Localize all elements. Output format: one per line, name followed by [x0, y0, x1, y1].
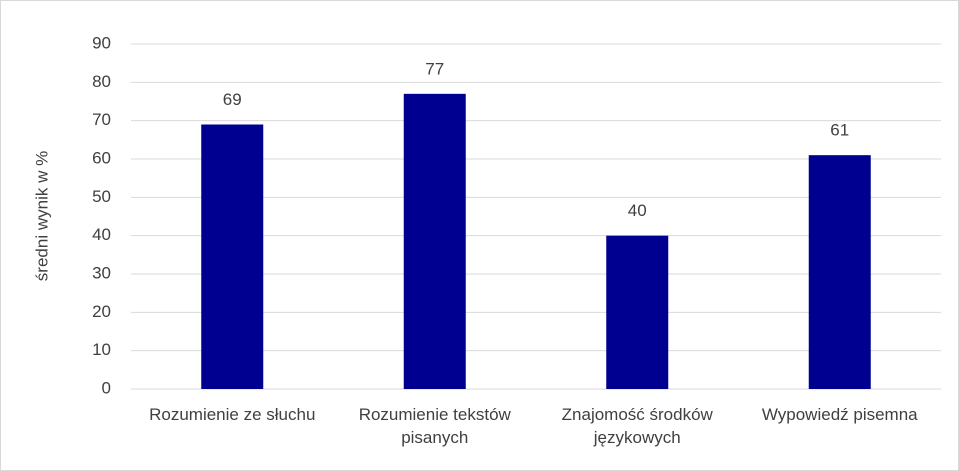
data-label: 40 — [628, 201, 647, 220]
x-tick-label: Rozumienie ze słuchu — [149, 405, 316, 424]
y-tick-label: 60 — [92, 148, 111, 167]
y-tick-label: 10 — [92, 340, 111, 359]
bar — [201, 124, 264, 389]
bar — [606, 235, 669, 389]
y-tick-label: 50 — [92, 187, 111, 206]
y-tick-label: 40 — [92, 225, 111, 244]
x-tick-label: Wypowiedź pisemna — [761, 405, 918, 424]
y-tick-label: 80 — [92, 72, 111, 91]
y-tick-label: 0 — [102, 378, 111, 397]
x-tick-label: Znajomość środków językowych — [561, 405, 713, 447]
data-label: 69 — [223, 90, 242, 109]
y-axis-title: średni wynik w % — [32, 151, 51, 281]
y-tick-label: 90 — [92, 33, 111, 52]
y-tick-label: 70 — [92, 110, 111, 129]
data-label: 61 — [830, 121, 849, 140]
bar — [403, 93, 466, 389]
x-tick-label: Rozumienie tekstów pisanych — [358, 405, 511, 447]
data-label: 77 — [425, 59, 444, 78]
y-tick-label: 30 — [92, 263, 111, 282]
bar — [808, 155, 871, 389]
y-tick-label: 20 — [92, 302, 111, 321]
